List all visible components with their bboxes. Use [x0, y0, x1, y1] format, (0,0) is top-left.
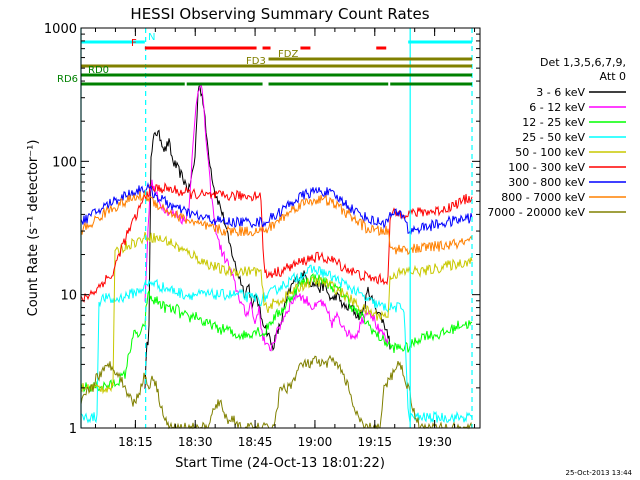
flag-bar-f-2: [262, 46, 271, 50]
chart-title: HESSI Observing Summary Count Rates: [130, 5, 429, 23]
legend-label-3-6-kev: 3 - 6 keV: [536, 86, 585, 99]
plot-frame: [80, 27, 481, 429]
x-tick-label: 18:45: [238, 435, 273, 449]
flag-bar-rd6-4: [390, 82, 473, 86]
flag-label-fdz: FDZ: [278, 49, 298, 60]
flag-bar-n-1: [81, 40, 145, 44]
legend-label-6-12-kev: 6 - 12 keV: [529, 101, 585, 114]
flag-bar-rd0-1: [81, 73, 473, 77]
flag-bar-rd6-3: [268, 82, 389, 86]
series-line-300-800-kev: [80, 182, 473, 235]
legend-header-1: Det 1,3,5,6,7,9,: [540, 56, 626, 69]
x-tick-label: 19:15: [357, 435, 392, 449]
flag-bar-n-2: [408, 40, 473, 44]
x-axis: 18:15 18:30 18:45 19:00 19:15 19:30: [94, 28, 476, 449]
flag-bars: NF FDZ FD3 RD0 RD6: [57, 32, 473, 86]
y-tick-label: 100: [52, 155, 77, 170]
flag-label-rd6: RD6: [57, 74, 78, 85]
x-tick-label: 19:30: [417, 435, 452, 449]
flag-label-fd3: FD3: [246, 56, 266, 67]
legend-header-2: Att 0: [600, 70, 626, 83]
x-tick-label: 18:15: [118, 435, 153, 449]
y-tick-label: 1: [69, 422, 77, 437]
x-tick-label: 18:30: [178, 435, 213, 449]
series-layer: [80, 82, 473, 430]
legend-label-25-50-kev: 25 - 50 keV: [522, 131, 585, 144]
series-line-7000-20000-kev: [80, 354, 473, 430]
flag-bar-f-4: [376, 46, 387, 50]
flag-bar-f-3: [300, 46, 311, 50]
legend-label-300-800-kev: 300 - 800 keV: [508, 176, 585, 189]
legend-label-7000-20000-kev: 7000 - 20000 keV: [487, 206, 585, 219]
flag-bar-fd3-1: [81, 64, 473, 68]
flag-bar-f-1: [144, 46, 257, 50]
flag-label-rd0: RD0: [88, 65, 109, 76]
flag-label-f: F: [131, 38, 137, 49]
timestamp: 25-Oct-2013 13:44: [566, 469, 633, 477]
legend-label-50-100-kev: 50 - 100 keV: [515, 146, 585, 159]
legend-label-12-25-kev: 12 - 25 keV: [522, 116, 585, 129]
x-tick-label: 19:00: [298, 435, 333, 449]
flag-bar-fdz-1: [268, 57, 473, 61]
y-axis: 1 10 100 1000: [44, 22, 480, 437]
legend: Det 1,3,5,6,7,9, Att 0 3 - 6 keV 6 - 12 k…: [487, 56, 626, 219]
y-tick-label: 1000: [44, 22, 77, 37]
series-line-800-7000-kev: [80, 190, 473, 256]
series-line-100-300-kev: [80, 181, 473, 303]
flag-bar-rd6-2: [186, 82, 263, 86]
y-axis-label: Count Rate (s⁻¹ detector⁻¹): [26, 140, 41, 317]
series-line-12-25-kev: [80, 272, 473, 393]
flag-label-n: N: [148, 32, 155, 43]
legend-label-100-300-kev: 100 - 300 keV: [508, 161, 585, 174]
y-tick-label: 10: [60, 289, 77, 304]
flag-bar-rd6-1: [81, 82, 185, 86]
series-line-50-100-kev: [80, 231, 473, 395]
x-axis-label: Start Time (24-Oct-13 18:01:22): [175, 456, 385, 471]
legend-label-800-7000-kev: 800 - 7000 keV: [501, 191, 585, 204]
